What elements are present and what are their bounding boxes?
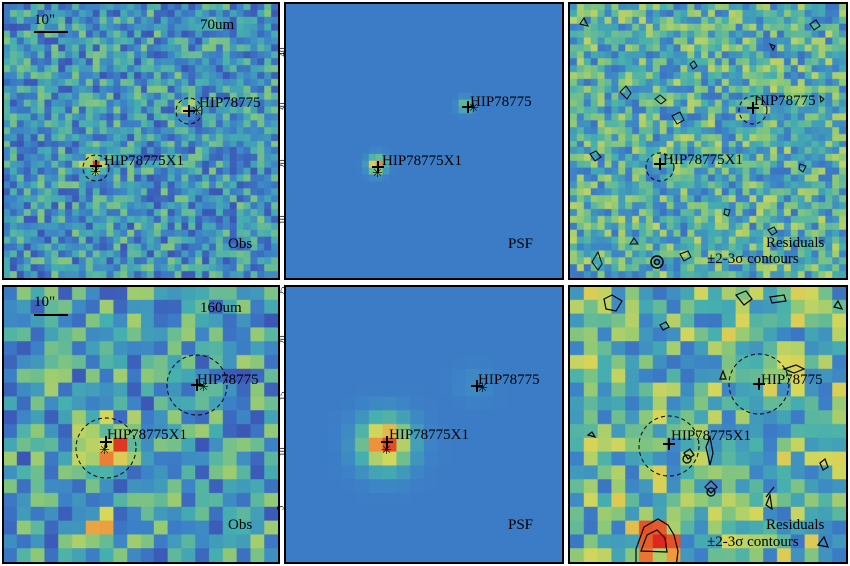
source-star-marker: ✳ <box>477 380 488 395</box>
y-tick-label: 25 <box>277 286 288 296</box>
panel-sublabel: ±2-3σ contours <box>707 251 799 267</box>
panel-label: Obs <box>228 236 253 252</box>
source-label-hip78775: HIP78775 <box>470 94 532 110</box>
y-tick-label: 20 <box>277 159 288 169</box>
source-label-hip78775: HIP78775 <box>761 372 823 388</box>
residual-contours <box>586 290 844 562</box>
pixel-map <box>570 287 846 562</box>
y-tick-label: 40 <box>277 47 288 57</box>
panel-label: Obs <box>228 517 253 533</box>
source-cross-marker <box>663 438 675 450</box>
source-cross-marker <box>191 379 203 391</box>
y-tick-label: 20 <box>277 335 288 345</box>
source-label-hip78775: HIP78775 <box>199 95 261 111</box>
overlay: ✳ ✳ <box>34 31 203 182</box>
source-aperture-circle <box>728 353 790 415</box>
source-cross-marker <box>462 101 474 113</box>
overlay: ✳ ✳ <box>372 100 479 180</box>
overlay <box>579 17 825 271</box>
source-label-hip78775x1: HIP78775X1 <box>671 428 752 444</box>
source-label-hip78775x1: HIP78775X1 <box>107 427 188 443</box>
source-cross-marker <box>100 436 112 448</box>
pixel-map <box>286 287 562 562</box>
source-cross-marker <box>471 380 483 392</box>
scale-bar-label: 10" <box>34 12 56 28</box>
source-label-hip78775x1: HIP78775X1 <box>104 153 185 169</box>
source-star-marker: ✳ <box>468 100 479 115</box>
source-aperture-circle <box>738 95 768 125</box>
overlay <box>586 290 844 562</box>
source-star-marker: ✳ <box>191 103 202 118</box>
panel-label: PSF <box>508 517 534 533</box>
overlay: ✳ ✳ <box>381 380 488 457</box>
source-cross-marker <box>372 161 384 173</box>
y-tick-label: 15 <box>277 391 288 401</box>
panel-70um-psf: ✳ ✳ HIP78775 HIP78775X1 PSF <box>284 2 564 280</box>
panel-label: Residuals <box>766 235 825 251</box>
source-label-hip78775x1: HIP78775X1 <box>663 152 744 168</box>
panel-160um-obs: ✳ ✳ 10" 160um HIP78775 HIP78775X1 Obs <box>2 285 280 564</box>
source-aperture-circle <box>175 97 203 125</box>
panel-label: PSF <box>508 236 534 252</box>
overlay: ✳ ✳ <box>34 314 228 479</box>
panel-160um-psf: ✳ ✳ HIP78775 HIP78775X1 PSF <box>284 285 564 564</box>
source-label-hip78775: HIP78775 <box>478 372 540 388</box>
source-aperture-circle <box>166 354 228 416</box>
y-tick-label: 5 <box>275 505 286 511</box>
source-star-marker: ✳ <box>99 442 110 457</box>
panel-label: Residuals <box>766 517 825 533</box>
residual-contours <box>579 17 825 271</box>
source-label-hip78775: HIP78775 <box>197 372 259 388</box>
source-star-marker: ✳ <box>372 165 383 180</box>
source-label-hip78775x1: HIP78775X1 <box>382 153 463 169</box>
source-label-hip78775x1: HIP78775X1 <box>389 427 470 443</box>
band-label: 160um <box>200 300 242 316</box>
y-tick-label: 10 <box>277 215 288 225</box>
y-tick-label: 10 <box>277 447 288 457</box>
source-aperture-circle <box>75 417 137 479</box>
source-star-marker: ✳ <box>90 164 101 179</box>
source-label-hip78775: HIP78775 <box>754 93 816 109</box>
source-star-marker: ✳ <box>381 442 392 457</box>
panel-70um-residuals: HIP78775 HIP78775X1 Residuals ±2-3σ cont… <box>568 2 848 280</box>
source-aperture-circle <box>82 154 110 182</box>
source-cross-marker <box>753 378 765 390</box>
residual-contour-rings <box>682 454 716 497</box>
source-aperture-circle <box>638 415 700 477</box>
scale-bar-label: 10" <box>34 294 56 310</box>
source-cross-marker <box>654 158 666 170</box>
pixel-map <box>4 4 278 278</box>
source-cross-marker <box>90 160 102 172</box>
panel-160um-residuals: HIP78775 HIP78775X1 Residuals ±2-3σ cont… <box>568 285 848 564</box>
source-cross-marker <box>381 436 393 448</box>
band-label: 70um <box>200 17 235 33</box>
panel-70um-obs: ✳ ✳ 10" 70um HIP78775 HIP78775X1 Obs <box>2 2 280 280</box>
y-tick-label: 30 <box>277 102 288 112</box>
source-cross-marker <box>183 105 195 117</box>
source-star-marker: ✳ <box>198 379 209 394</box>
pixel-map <box>4 287 278 562</box>
source-cross-marker <box>747 102 759 114</box>
source-aperture-circle <box>645 152 675 182</box>
panel-sublabel: ±2-3σ contours <box>707 534 799 550</box>
pixel-map <box>570 4 846 278</box>
residual-contour-rings <box>650 255 664 269</box>
pixel-map <box>286 4 562 278</box>
